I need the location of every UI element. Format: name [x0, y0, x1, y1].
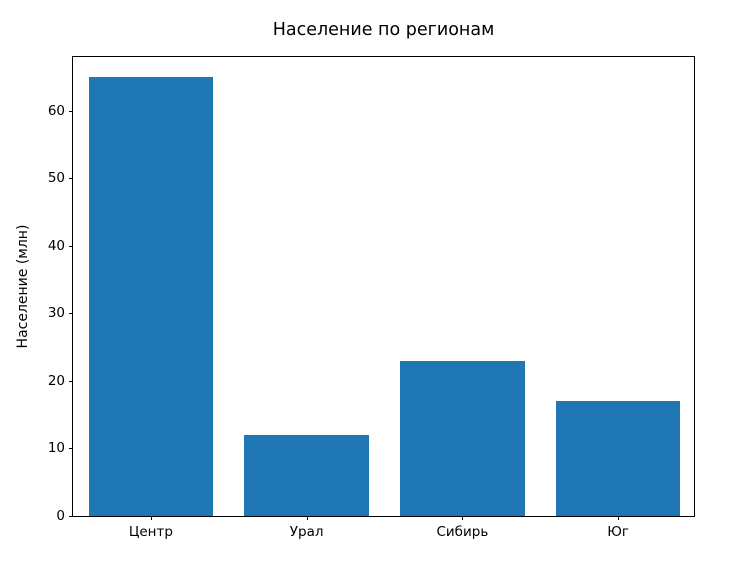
y-tick-label: 30 [47, 305, 65, 322]
bar-Сибирь [400, 360, 525, 516]
bar-Центр [88, 76, 214, 516]
x-tick-label: Урал [289, 524, 324, 540]
x-tick-mark [462, 516, 464, 520]
x-tick-label: Центр [128, 524, 173, 540]
x-tick-label: Юг [607, 524, 629, 540]
y-tick-mark [69, 516, 73, 517]
y-tick-mark [69, 448, 73, 450]
y-tick-mark [69, 178, 73, 180]
bar-Юг [555, 401, 681, 516]
y-tick-label: 60 [47, 102, 65, 119]
x-tick-mark [150, 516, 152, 520]
x-tick-mark [306, 516, 308, 520]
x-tick-label: Сибирь [436, 524, 489, 540]
plot-area: 0 10 20 30 40 50 60 Центр Урал Сибирь Юг [48, 57, 694, 540]
y-tick-label: 0 [56, 508, 65, 524]
x-tick-mark [618, 516, 620, 520]
y-tick-label: 40 [47, 237, 65, 254]
y-tick-mark [69, 313, 73, 315]
y-tick-mark [69, 245, 73, 247]
y-tick-label: 10 [47, 440, 65, 457]
y-axis-label: Население (млн) [15, 224, 31, 349]
chart-title: Население по регионам [272, 20, 495, 40]
y-tick-label: 20 [47, 372, 65, 389]
plot-axes: 0 10 20 30 40 50 60 Центр Урал Сибирь Юг [48, 56, 695, 540]
y-tick-mark [69, 110, 73, 112]
y-tick-label: 50 [47, 170, 65, 187]
bar-Урал [244, 434, 369, 516]
y-tick-mark [69, 380, 73, 382]
